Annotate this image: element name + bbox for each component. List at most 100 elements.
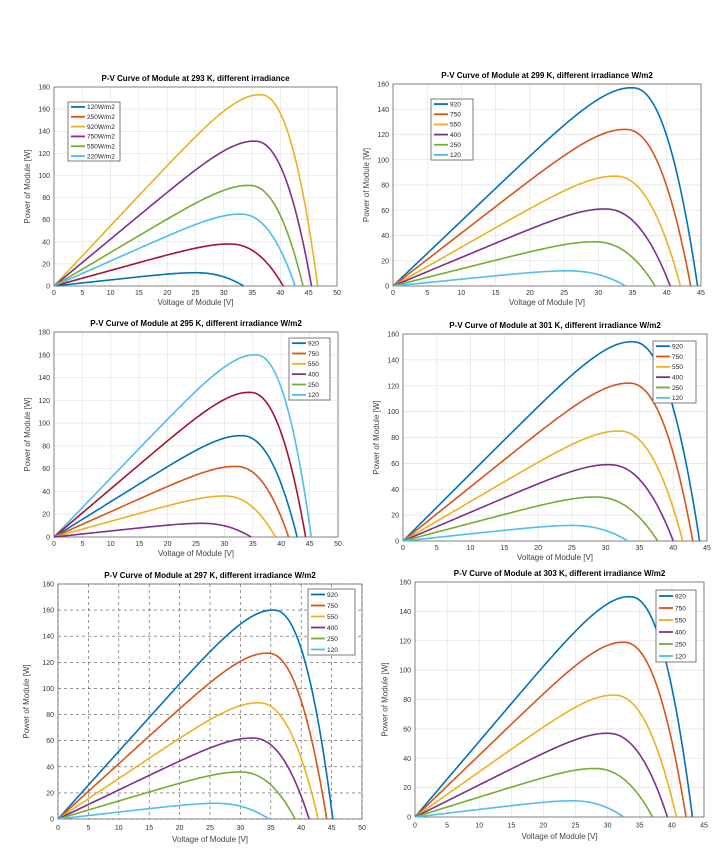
x-tick-label: 25: [560, 290, 568, 297]
series-line-2: [402, 430, 684, 542]
legend-label: 550: [675, 617, 686, 624]
y-tick-label: 0: [50, 817, 54, 824]
legend-label: 250: [672, 385, 683, 392]
legend-label: 750: [308, 351, 319, 358]
series-line-2: [392, 175, 682, 287]
y-tick-label: 0: [407, 815, 411, 822]
y-axis-label: Power of Module [W]: [362, 148, 371, 222]
y-tick-label: 20: [403, 785, 411, 792]
series-line-0: [53, 271, 245, 287]
x-axis-label: Voltage of Module [V]: [517, 553, 593, 562]
x-tick-label: 45: [306, 541, 314, 548]
x-axis-label: Voltage of Module [V]: [509, 298, 585, 307]
y-tick-label: 120: [399, 638, 411, 645]
y-tick-label: 180: [42, 582, 54, 589]
x-tick-label: 40: [669, 545, 677, 552]
legend: 920 750 550 400 250 120: [655, 589, 697, 663]
y-tick-label: 80: [403, 697, 411, 704]
x-tick-label: 35: [267, 825, 275, 832]
y-axis-label: Power of Module [W]: [23, 149, 32, 223]
series-line-0: [57, 609, 334, 820]
x-tick-label: 10: [467, 545, 475, 552]
chart-title: P-V Curve of Module at 297 K, different …: [104, 571, 316, 580]
y-tick-label: 160: [42, 608, 54, 615]
legend-label: 120: [675, 653, 686, 660]
x-tick-label: 25: [568, 545, 576, 552]
x-tick-label: 15: [492, 290, 500, 297]
legend-label: 920: [450, 101, 461, 108]
x-tick-label: 0: [56, 825, 60, 832]
y-tick-label: 160: [399, 580, 411, 587]
y-tick-label: 100: [399, 668, 411, 675]
x-tick-label: 30: [237, 825, 245, 832]
y-tick-label: 80: [391, 435, 399, 442]
x-tick-label: 25: [192, 541, 200, 548]
y-tick-label: 120: [38, 398, 50, 405]
y-tick-label: 40: [391, 487, 399, 494]
x-tick-label: 30: [604, 822, 612, 829]
series-line-5: [53, 213, 296, 287]
series-line-1: [57, 652, 328, 820]
series-line-2: [53, 434, 298, 538]
x-tick-label: 30: [594, 290, 602, 297]
y-tick-label: 20: [391, 513, 399, 520]
series-line-0: [53, 353, 313, 538]
legend-label: 550: [450, 122, 461, 129]
y-tick-label: 100: [38, 421, 50, 428]
x-tick-label: 40: [277, 290, 285, 297]
series-line-4: [53, 184, 304, 287]
legend-label: 550W/m2: [87, 144, 115, 151]
series-line-1: [53, 391, 307, 538]
x-tick-label: 45: [703, 545, 711, 552]
y-tick-label: 80: [46, 712, 54, 719]
x-axis-label: Voltage of Module [V]: [172, 835, 248, 844]
x-tick-label: 20: [176, 825, 184, 832]
series-line-1: [402, 382, 694, 542]
x-tick-label: 40: [663, 290, 671, 297]
x-tick-label: 35: [636, 545, 644, 552]
x-tick-label: 50: [358, 825, 366, 832]
y-tick-label: 160: [387, 332, 399, 339]
y-tick-label: 120: [377, 132, 389, 139]
y-tick-label: 0: [46, 284, 50, 291]
x-tick-label: 5: [86, 825, 90, 832]
series-line-2: [53, 93, 319, 287]
legend-box: [430, 98, 474, 161]
legend-label: 550: [308, 361, 319, 368]
x-tick-label: 35: [636, 822, 644, 829]
y-tick-label: 100: [377, 157, 389, 164]
legend-label: 920: [327, 592, 338, 599]
y-tick-label: 120: [38, 151, 50, 158]
x-tick-label: 20: [526, 290, 534, 297]
legend-label: 120: [308, 392, 319, 399]
x-tick-label: 30: [220, 290, 228, 297]
legend-label: 400: [675, 629, 686, 636]
legend-label: 120: [450, 152, 461, 159]
legend-label: 250: [675, 641, 686, 648]
x-tick-label: 50: [334, 541, 342, 548]
chart-panel-4: 0 5 10 15 20 25 30 35 40 45 50 0 20 40 60 80 100 120 140 16…: [22, 571, 366, 844]
legend: 920 750 550 400 250 120: [652, 340, 697, 404]
y-tick-label: 40: [46, 764, 54, 771]
legend-label: 220W/m2: [87, 153, 115, 160]
x-tick-label: 10: [458, 290, 466, 297]
legend-label: 550: [327, 614, 338, 621]
y-tick-label: 40: [403, 756, 411, 763]
y-tick-label: 180: [38, 85, 50, 92]
series-line-1: [392, 128, 692, 287]
legend-label: 400: [308, 371, 319, 378]
y-axis-label: Power of Module [W]: [372, 400, 381, 474]
x-tick-label: 35: [248, 290, 256, 297]
y-tick-label: 40: [42, 489, 50, 496]
legend-label: 120: [672, 395, 683, 402]
legend: 120W/m2 250W/m2 920W/m2 750W/m2 550W/m2 220W/…: [67, 101, 121, 162]
legend-label: 120W/m2: [87, 104, 115, 111]
y-tick-label: 140: [387, 357, 399, 364]
x-tick-label: 10: [107, 541, 115, 548]
chart-panel-5: 0 5 10 15 20 25 30 35 40 45 0 20 40 60 80 100 120 140 160 P…: [380, 569, 708, 841]
legend-box: [307, 588, 356, 656]
chart-panel-2: 0 5 10 15 20 25 30 35 40 45 50 0 20 40 60 80 100 120 140 16…: [23, 319, 342, 558]
x-tick-label: 30: [602, 545, 610, 552]
legend-label: 750: [450, 112, 461, 119]
